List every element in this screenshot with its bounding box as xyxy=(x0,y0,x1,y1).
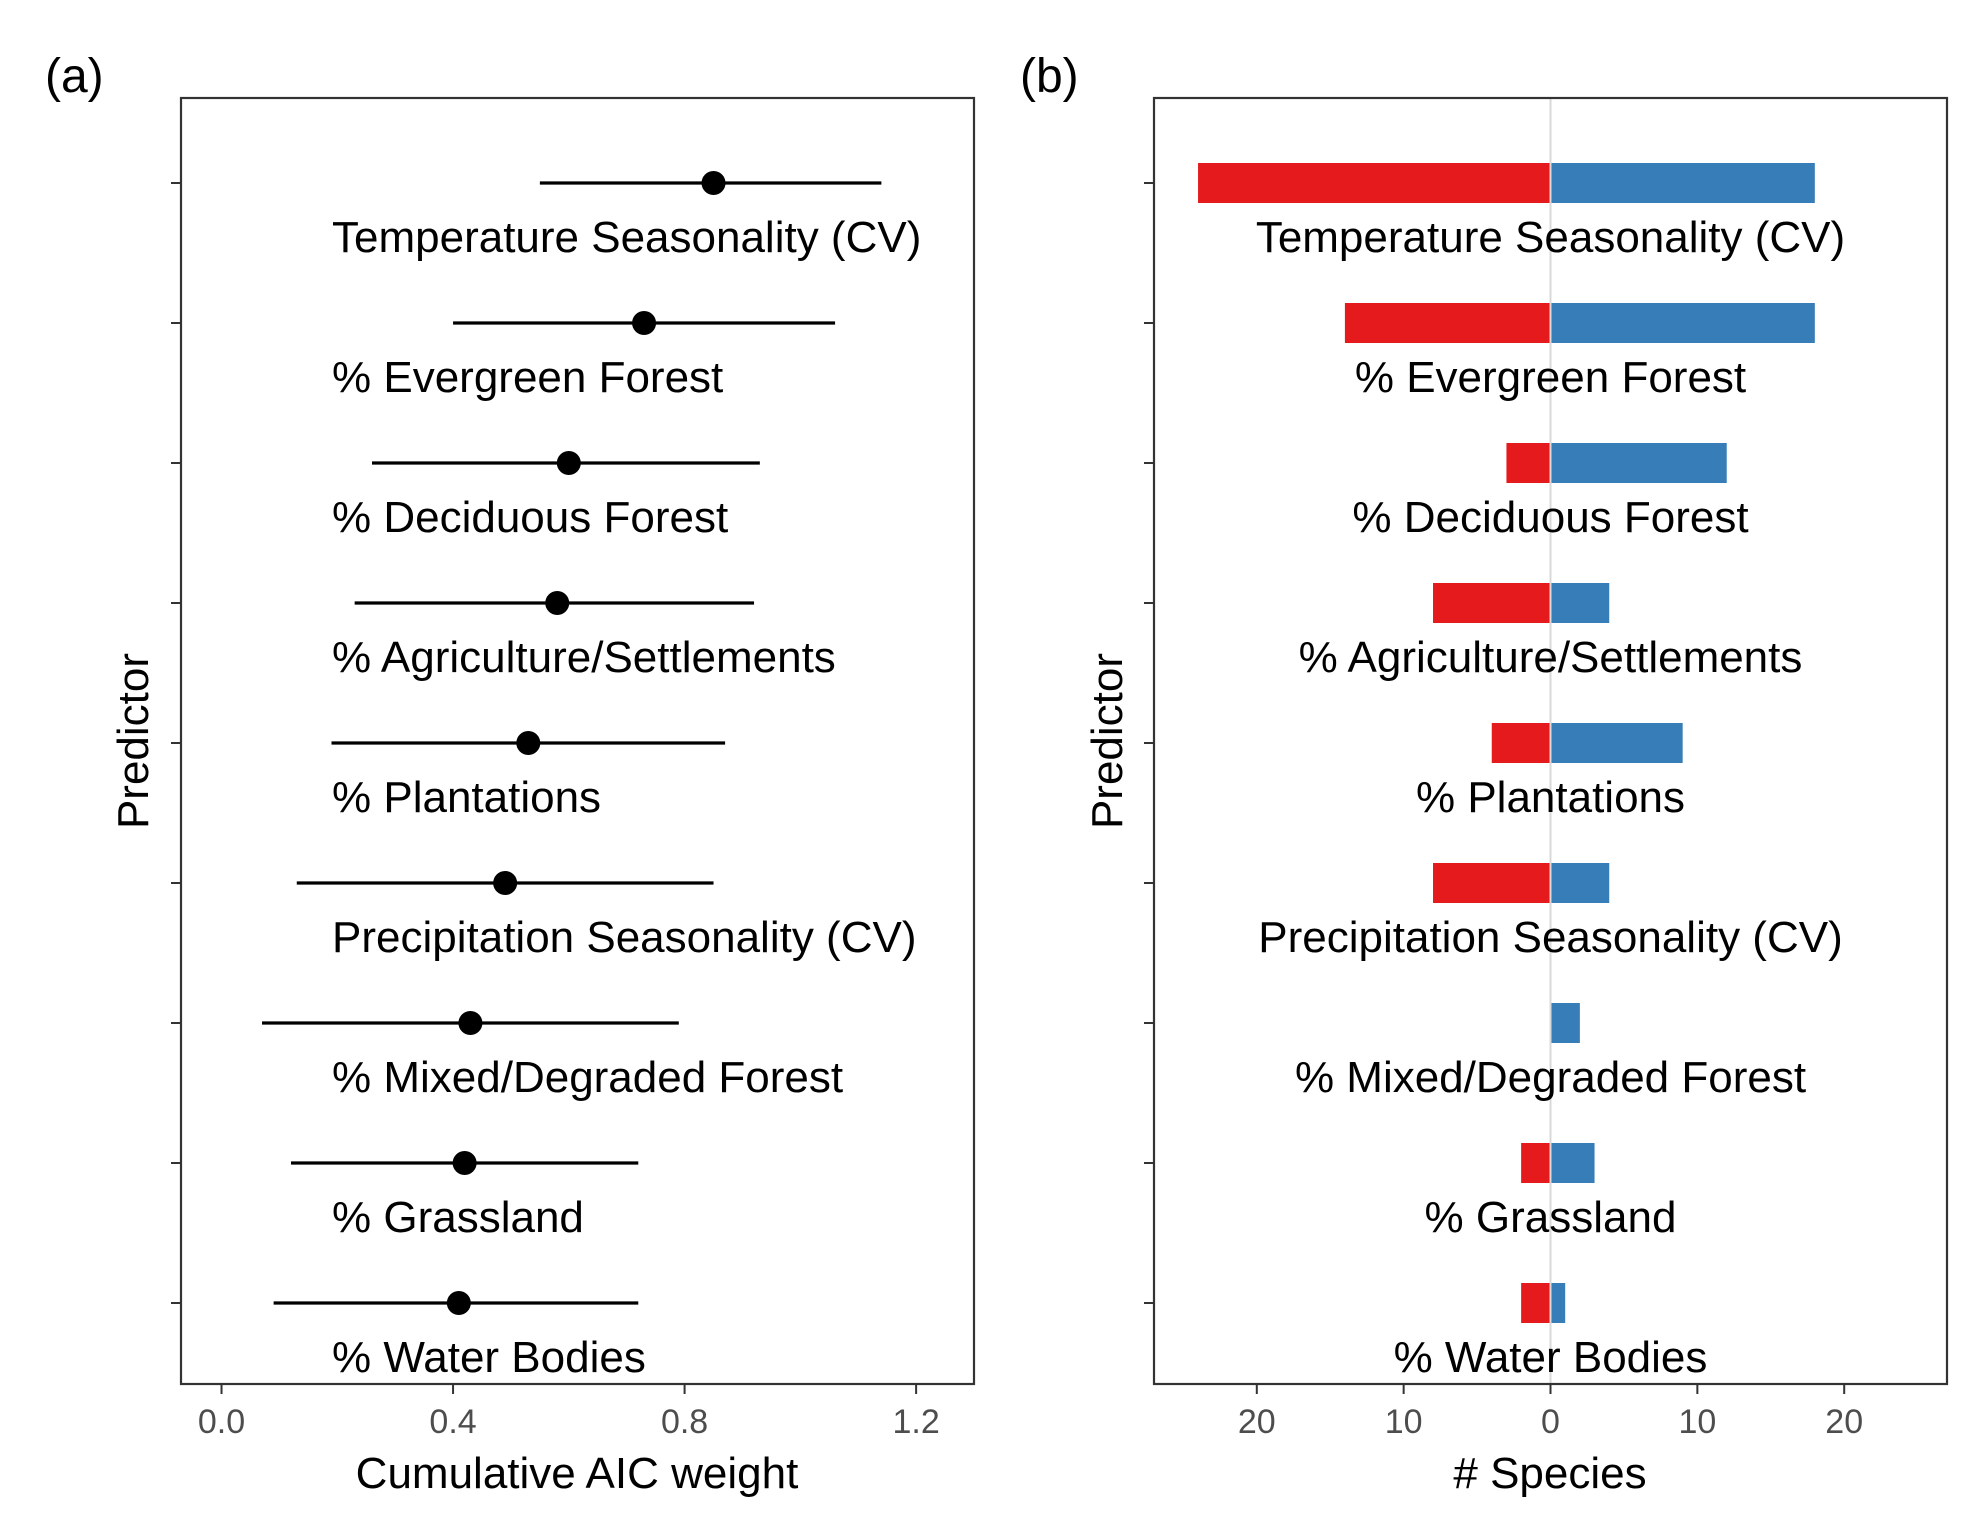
panel-b-x-tick-label-4: 20 xyxy=(1825,1403,1863,1441)
panel-a-point-temperature-seasonality-cv xyxy=(701,171,726,195)
panel-a-label-agriculture-settlements: % Agriculture/Settlements xyxy=(332,633,836,682)
panel-a-predictor-labels: Temperature Seasonality (CV) % Evergreen … xyxy=(332,213,921,1382)
panel-a-label-temperature-seasonality-cv: Temperature Seasonality (CV) xyxy=(332,213,921,262)
panel-b-bar-red-temperature-seasonality-cv xyxy=(1198,163,1551,203)
panel-b-label-water-bodies: % Water Bodies xyxy=(1394,1333,1708,1382)
panel-b-label-plantations: % Plantations xyxy=(1416,773,1685,822)
panel-b-bar-blue-grassland xyxy=(1550,1143,1595,1183)
panel-a-label-mixed-degraded-forest: % Mixed/Degraded Forest xyxy=(332,1053,843,1102)
panel-b-bars xyxy=(1198,163,1815,1323)
panel-b-x-tick-label-1: 10 xyxy=(1385,1403,1423,1441)
panel-a-x-tick-label-2: 0.8 xyxy=(661,1403,708,1441)
panel-b-bar-blue-water-bodies xyxy=(1550,1283,1566,1323)
panel-a-point-grassland xyxy=(452,1151,477,1175)
panel-b-bar-red-deciduous-forest xyxy=(1506,443,1551,483)
panel-a-point-mixed-degraded-forest xyxy=(458,1011,483,1035)
panel-a-plot-border xyxy=(179,96,976,1386)
panel-b-bar-blue-evergreen-forest xyxy=(1550,303,1815,343)
panel-b-predictor-labels: Temperature Seasonality (CV) % Evergreen … xyxy=(1256,213,1845,1382)
panel-b-species-count: (b) 20 10 0 10 20 Temperature Seasonality (C… xyxy=(1020,50,1949,1498)
panel-a-y-axis-title: Predictor xyxy=(109,653,158,829)
panel-a-label-grassland: % Grassland xyxy=(332,1193,584,1242)
panel-b-bar-red-evergreen-forest xyxy=(1344,303,1551,343)
panel-b-x-tick-label-3: 10 xyxy=(1678,1403,1716,1441)
panel-a-point-water-bodies xyxy=(446,1291,471,1315)
panel-b-label-deciduous-forest: % Deciduous Forest xyxy=(1352,493,1748,542)
panel-b-label-temperature-seasonality-cv: Temperature Seasonality (CV) xyxy=(1256,213,1845,262)
panel-b-x-ticks: 20 10 0 10 20 xyxy=(1238,1384,1863,1441)
panel-a-y-ticks xyxy=(171,182,181,1304)
panel-b-bar-blue-agriculture-settlements xyxy=(1550,583,1610,623)
panel-b-x-tick-label-2: 0 xyxy=(1541,1403,1560,1441)
panel-b-y-axis-title: Predictor xyxy=(1083,653,1132,829)
panel-a-x-tick-label-3: 1.2 xyxy=(892,1403,939,1441)
panel-a-marks xyxy=(262,171,882,1315)
panel-b-label: (b) xyxy=(1020,50,1079,103)
panel-a-x-tick-label-0: 0.0 xyxy=(198,1403,245,1441)
panel-b-bar-red-grassland xyxy=(1521,1143,1551,1183)
panel-b-label-mixed-degraded-forest: % Mixed/Degraded Forest xyxy=(1295,1053,1806,1102)
panel-b-bar-red-agriculture-settlements xyxy=(1433,583,1551,623)
panel-a-label-evergreen-forest: % Evergreen Forest xyxy=(332,353,723,402)
panel-a-point-evergreen-forest xyxy=(632,311,657,335)
panel-b-bar-blue-precipitation-seasonality-cv xyxy=(1550,863,1610,903)
panel-b-bar-blue-plantations xyxy=(1550,723,1683,763)
panel-a-label-precipitation-seasonality-cv: Precipitation Seasonality (CV) xyxy=(332,913,916,962)
panel-b-x-axis-title: # Species xyxy=(1453,1449,1646,1498)
panel-a-point-deciduous-forest xyxy=(556,451,581,475)
panel-b-bar-red-precipitation-seasonality-cv xyxy=(1433,863,1551,903)
panel-a-aic-weight: (a) 0.0 0.4 0.8 1.2 Temperature Seasonality… xyxy=(45,50,976,1498)
panel-a-label-deciduous-forest: % Deciduous Forest xyxy=(332,493,728,542)
panel-b-label-evergreen-forest: % Evergreen Forest xyxy=(1355,353,1746,402)
panel-b-bar-blue-deciduous-forest xyxy=(1550,443,1727,483)
panel-b-label-grassland: % Grassland xyxy=(1425,1193,1677,1242)
panel-a-label-water-bodies: % Water Bodies xyxy=(332,1333,646,1382)
panel-b-bar-red-water-bodies xyxy=(1521,1283,1551,1323)
panel-a-label: (a) xyxy=(45,50,104,103)
panel-b-bar-red-plantations xyxy=(1491,723,1551,763)
panel-b-bar-blue-temperature-seasonality-cv xyxy=(1550,163,1815,203)
panel-b-label-agriculture-settlements: % Agriculture/Settlements xyxy=(1299,633,1803,682)
panel-a-point-precipitation-seasonality-cv xyxy=(493,871,518,895)
panel-a-x-ticks: 0.0 0.4 0.8 1.2 xyxy=(198,1384,940,1441)
panel-a-point-plantations xyxy=(516,731,541,755)
panel-b-bar-blue-mixed-degraded-forest xyxy=(1550,1003,1580,1043)
panel-a-label-plantations: % Plantations xyxy=(332,773,601,822)
panel-a-point-agriculture-settlements xyxy=(545,591,570,615)
panel-b-label-precipitation-seasonality-cv: Precipitation Seasonality (CV) xyxy=(1258,913,1842,962)
panel-a-x-axis-title: Cumulative AIC weight xyxy=(356,1449,799,1498)
panel-b-x-tick-label-0: 20 xyxy=(1238,1403,1276,1441)
panel-a-x-tick-label-1: 0.4 xyxy=(429,1403,476,1441)
panel-b-y-ticks xyxy=(1144,182,1154,1304)
